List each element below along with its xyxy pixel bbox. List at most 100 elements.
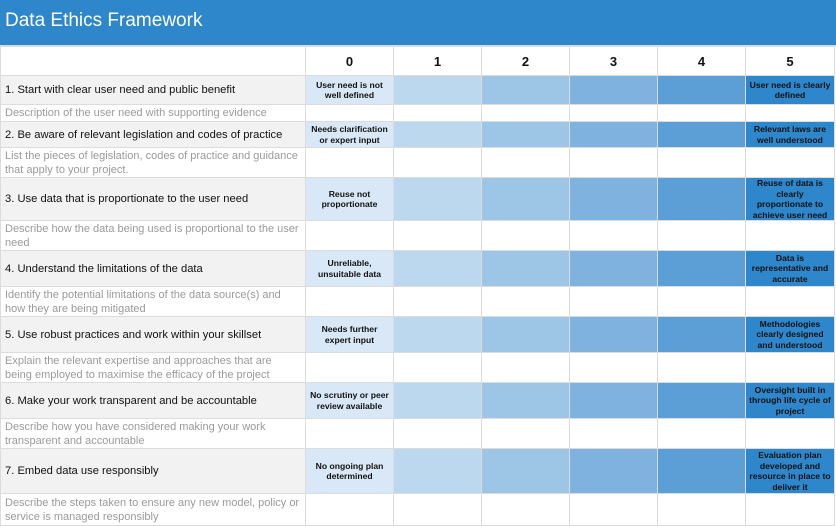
level-3-cell[interactable] <box>569 177 658 221</box>
blank-cell[interactable] <box>393 220 482 251</box>
blank-cell[interactable] <box>481 286 570 317</box>
ethics-framework-table: 0 1 2 3 4 5 1. Start with clear user nee… <box>0 46 835 526</box>
level-1-cell[interactable] <box>393 382 482 419</box>
blank-cell[interactable] <box>745 147 835 178</box>
blank-cell[interactable] <box>657 418 746 449</box>
description-text[interactable]: Identify the potential limitations of th… <box>0 286 306 317</box>
blank-cell[interactable] <box>393 418 482 449</box>
blank-cell[interactable] <box>305 352 394 383</box>
blank-cell[interactable] <box>657 147 746 178</box>
blank-cell[interactable] <box>745 286 835 317</box>
level-5-note[interactable]: Oversight built in through life cycle of… <box>745 382 835 419</box>
level-0-note[interactable]: No ongoing plan determined <box>305 448 394 494</box>
description-row: List the pieces of legislation, codes of… <box>0 147 835 178</box>
description-text[interactable]: Description of the user need with suppor… <box>0 104 306 122</box>
blank-cell[interactable] <box>393 147 482 178</box>
blank-cell[interactable] <box>393 493 482 526</box>
blank-cell[interactable] <box>569 147 658 178</box>
level-4-cell[interactable] <box>657 448 746 494</box>
level-header-4: 4 <box>657 46 746 76</box>
level-0-note[interactable]: No scrutiny or peer review available <box>305 382 394 419</box>
blank-cell[interactable] <box>305 286 394 317</box>
blank-cell[interactable] <box>305 493 394 526</box>
level-5-note[interactable]: User need is clearly defined <box>745 75 835 105</box>
level-1-cell[interactable] <box>393 448 482 494</box>
blank-cell[interactable] <box>393 352 482 383</box>
description-text[interactable]: Describe the steps taken to ensure any n… <box>0 493 306 526</box>
level-2-cell[interactable] <box>481 316 570 353</box>
level-1-cell[interactable] <box>393 121 482 148</box>
blank-cell[interactable] <box>569 104 658 122</box>
blank-cell[interactable] <box>657 220 746 251</box>
level-2-cell[interactable] <box>481 448 570 494</box>
blank-cell[interactable] <box>305 220 394 251</box>
blank-cell[interactable] <box>305 104 394 122</box>
blank-cell[interactable] <box>481 220 570 251</box>
level-0-note[interactable]: User need is not well defined <box>305 75 394 105</box>
blank-cell[interactable] <box>745 220 835 251</box>
blank-cell[interactable] <box>393 286 482 317</box>
blank-cell[interactable] <box>481 147 570 178</box>
description-text[interactable]: Describe how you have considered making … <box>0 418 306 449</box>
blank-cell[interactable] <box>657 352 746 383</box>
criterion-row: 2. Be aware of relevant legislation and … <box>0 121 835 148</box>
level-3-cell[interactable] <box>569 121 658 148</box>
level-0-note[interactable]: Reuse not proportionate <box>305 177 394 221</box>
level-2-cell[interactable] <box>481 382 570 419</box>
description-text[interactable]: List the pieces of legislation, codes of… <box>0 147 306 178</box>
level-3-cell[interactable] <box>569 75 658 105</box>
level-0-note[interactable]: Needs clarification or expert input <box>305 121 394 148</box>
blank-cell[interactable] <box>657 493 746 526</box>
criterion-label: 7. Embed data use responsibly <box>0 448 306 494</box>
level-3-cell[interactable] <box>569 250 658 287</box>
blank-cell[interactable] <box>745 104 835 122</box>
level-1-cell[interactable] <box>393 75 482 105</box>
blank-cell[interactable] <box>393 104 482 122</box>
level-header-2: 2 <box>481 46 570 76</box>
level-1-cell[interactable] <box>393 177 482 221</box>
level-5-note[interactable]: Evaluation plan developed and resource i… <box>745 448 835 494</box>
level-0-note[interactable]: Unreliable, unsuitable data <box>305 250 394 287</box>
blank-cell[interactable] <box>745 418 835 449</box>
blank-cell[interactable] <box>305 147 394 178</box>
level-3-cell[interactable] <box>569 448 658 494</box>
level-1-cell[interactable] <box>393 250 482 287</box>
level-0-note[interactable]: Needs further expert input <box>305 316 394 353</box>
level-2-cell[interactable] <box>481 177 570 221</box>
level-2-cell[interactable] <box>481 75 570 105</box>
level-4-cell[interactable] <box>657 250 746 287</box>
criterion-row: 5. Use robust practices and work within … <box>0 316 835 353</box>
description-text[interactable]: Describe how the data being used is prop… <box>0 220 306 251</box>
level-2-cell[interactable] <box>481 250 570 287</box>
blank-cell[interactable] <box>745 493 835 526</box>
blank-cell[interactable] <box>657 104 746 122</box>
blank-cell[interactable] <box>569 493 658 526</box>
level-4-cell[interactable] <box>657 121 746 148</box>
blank-cell[interactable] <box>305 418 394 449</box>
description-text[interactable]: Explain the relevant expertise and appro… <box>0 352 306 383</box>
blank-cell[interactable] <box>569 220 658 251</box>
level-3-cell[interactable] <box>569 316 658 353</box>
blank-cell[interactable] <box>657 286 746 317</box>
blank-cell[interactable] <box>481 493 570 526</box>
blank-cell[interactable] <box>569 286 658 317</box>
level-2-cell[interactable] <box>481 121 570 148</box>
blank-cell[interactable] <box>481 352 570 383</box>
blank-cell[interactable] <box>745 352 835 383</box>
level-3-cell[interactable] <box>569 382 658 419</box>
level-5-note[interactable]: Methodologies clearly designed and under… <box>745 316 835 353</box>
level-4-cell[interactable] <box>657 75 746 105</box>
level-4-cell[interactable] <box>657 382 746 419</box>
blank-cell[interactable] <box>569 352 658 383</box>
level-header-3: 3 <box>569 46 658 76</box>
blank-cell[interactable] <box>481 418 570 449</box>
level-4-cell[interactable] <box>657 316 746 353</box>
level-5-note[interactable]: Reuse of data is clearly proportionate t… <box>745 177 835 221</box>
blank-cell[interactable] <box>569 418 658 449</box>
level-4-cell[interactable] <box>657 177 746 221</box>
blank-cell[interactable] <box>481 104 570 122</box>
level-5-note[interactable]: Relevant laws are well understood <box>745 121 835 148</box>
level-1-cell[interactable] <box>393 316 482 353</box>
level-5-note[interactable]: Data is representative and accurate <box>745 250 835 287</box>
level-header-0: 0 <box>305 46 394 76</box>
